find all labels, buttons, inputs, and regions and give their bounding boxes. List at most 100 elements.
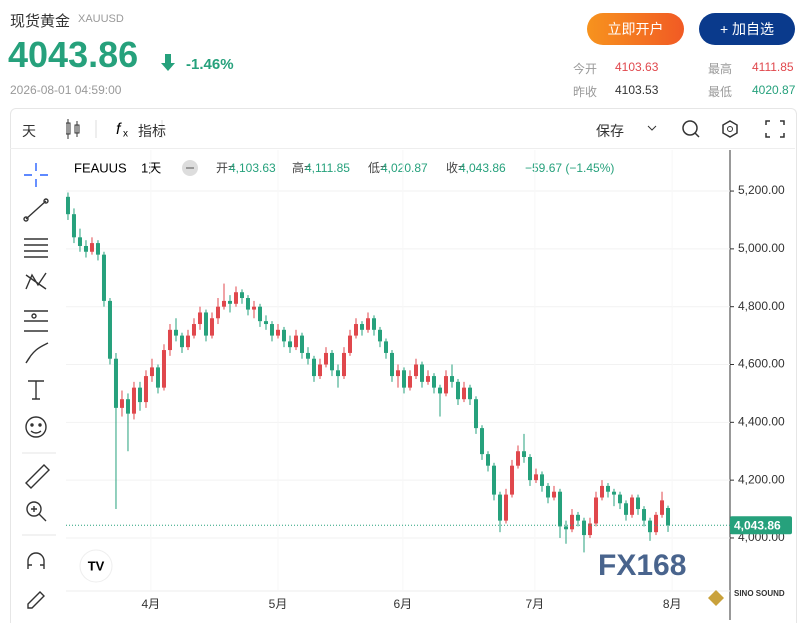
stat-value: 4103.53	[615, 83, 659, 97]
stat-label: 最高	[708, 62, 733, 76]
chart: FEAUUS 1天 开= 4,103.63 高= 4,111.85 低= 4,0…	[66, 150, 792, 620]
candle-body	[414, 364, 419, 377]
open-account-button[interactable]: 立即开户	[587, 13, 684, 45]
candle-body	[540, 474, 545, 486]
candle-body	[275, 329, 280, 336]
legend-change: −59.67 (−1.45%)	[525, 161, 614, 175]
candle-body	[558, 491, 563, 527]
add-watch-button[interactable]: + 加自选	[699, 13, 795, 45]
toolbar-divider	[10, 148, 795, 149]
change: -1.46%	[186, 56, 234, 73]
candle-body	[444, 376, 449, 394]
candle-body	[510, 465, 515, 495]
candle-body	[107, 300, 112, 359]
candle-body	[365, 318, 370, 330]
y-tick-label: 4,200.00	[738, 472, 785, 486]
watermark-logo	[708, 590, 724, 606]
candle-body	[77, 237, 82, 246]
candle-body	[383, 341, 388, 353]
legend-close-label: 收=	[446, 161, 465, 175]
candle-body	[516, 451, 521, 466]
candle-body	[371, 318, 376, 330]
code: XAUUSD	[78, 13, 124, 25]
candle-body	[468, 387, 473, 400]
stat-value: 4020.87	[752, 83, 796, 97]
candle-body	[263, 321, 268, 325]
candle-body	[125, 399, 130, 414]
candle-body	[582, 520, 587, 536]
candle-body	[426, 376, 431, 382]
candle-body	[215, 306, 220, 319]
candle-body	[420, 364, 425, 382]
candle-body	[636, 497, 641, 510]
candle-body	[257, 306, 262, 322]
candle-body	[450, 376, 455, 382]
candle-body	[143, 376, 148, 403]
candle-body	[95, 243, 100, 255]
candle-body	[299, 335, 304, 353]
indicators-button[interactable]: 指标	[138, 123, 166, 139]
candle-body	[648, 520, 653, 533]
legend-high: 4,111.85	[305, 161, 350, 175]
time: 2026-08-01 04:59:00	[10, 83, 122, 97]
svg-text:f: f	[116, 121, 122, 138]
candle-body	[329, 352, 334, 371]
candle-body	[606, 485, 611, 492]
candle-body	[341, 352, 346, 377]
legend-open: 4,103.63	[229, 161, 276, 175]
candle-body	[149, 367, 154, 377]
candle-body	[83, 245, 88, 252]
candle-body	[588, 523, 593, 536]
candle-body	[191, 324, 196, 336]
candle-body	[534, 474, 539, 481]
candle-body	[486, 454, 491, 466]
stat-value: 4103.63	[615, 60, 659, 74]
candle-body	[335, 370, 340, 377]
legend-low-label: 低=	[368, 161, 387, 175]
candle-body	[317, 364, 322, 377]
x-tick-label: 7月	[525, 597, 544, 611]
candle-body	[209, 318, 214, 336]
stat-label: 昨收	[573, 85, 598, 99]
stat-label: 今开	[573, 62, 598, 76]
x-tick-label: 5月	[269, 597, 288, 611]
candle-body	[239, 292, 244, 299]
candle-body	[432, 376, 437, 388]
candle-body	[402, 370, 407, 388]
candle-body	[281, 329, 286, 342]
legend-open-label: 开=	[216, 161, 235, 175]
x-tick-label: 8月	[663, 597, 682, 611]
candle-body	[269, 324, 274, 336]
candle-body	[498, 494, 503, 521]
candle-body	[173, 329, 178, 336]
last-price-box	[730, 516, 792, 535]
watermark: FX168	[598, 549, 686, 582]
candle-body	[642, 509, 647, 521]
candle-body	[203, 312, 208, 336]
candle-body	[456, 381, 461, 400]
candle-body	[185, 335, 190, 348]
interval-button[interactable]: 天	[22, 123, 36, 139]
candle-body	[594, 497, 599, 524]
candle-body	[137, 387, 142, 403]
tv-logo	[79, 549, 113, 583]
candle-body	[660, 500, 665, 515]
candle-body	[167, 329, 172, 351]
candle-body	[570, 514, 575, 530]
price: 4043.86	[8, 34, 139, 75]
candle-body	[666, 508, 671, 526]
candle-body	[233, 292, 238, 304]
legend-close: 4,043.86	[459, 161, 506, 175]
candle-body	[480, 428, 485, 455]
y-tick-label: 4,800.00	[738, 299, 785, 313]
save-button[interactable]: 保存	[596, 123, 624, 139]
candle-body	[438, 387, 443, 394]
candle-body	[347, 335, 352, 353]
chart-panel	[10, 108, 797, 623]
legend-high-label: 高=	[292, 160, 311, 175]
candle-body	[161, 350, 166, 388]
down-arrow	[161, 54, 175, 71]
candle-body	[311, 358, 316, 377]
candle-body	[251, 306, 256, 310]
candle-body	[462, 387, 467, 400]
